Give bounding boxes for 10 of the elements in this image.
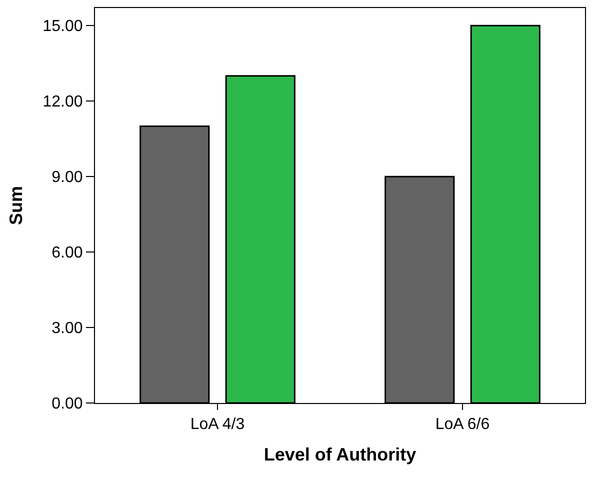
y-axis-title: Sum	[6, 186, 26, 226]
y-tick-label: 12.00	[42, 94, 83, 111]
y-tick-label: 0.00	[52, 396, 83, 413]
x-tick-label: LoA 6/6	[435, 416, 490, 434]
x-axis-title: Level of Authority	[264, 444, 416, 464]
y-tick-label: 15.00	[42, 18, 83, 36]
y-tick-label: 6.00	[52, 244, 83, 262]
y-tick-label: 3.00	[52, 320, 83, 338]
y-tick-label: 9.00	[52, 169, 83, 186]
x-tick-label: LoA 4/3	[190, 416, 245, 434]
